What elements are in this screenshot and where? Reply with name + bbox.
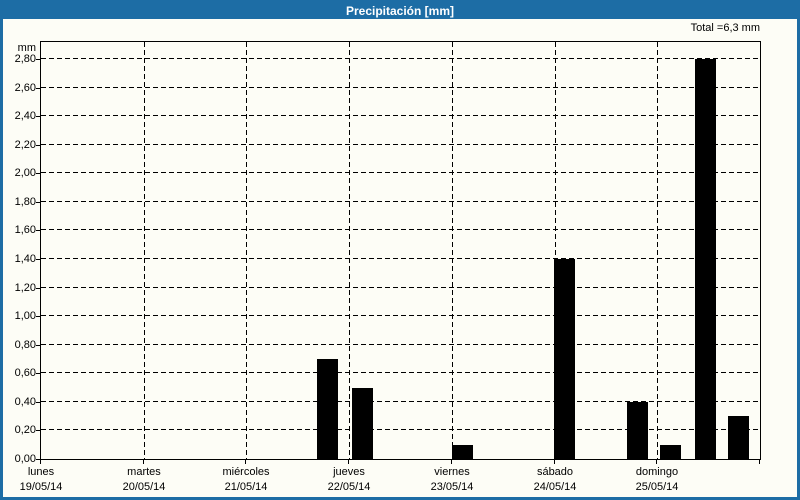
y-tick-label: 0,00 <box>14 453 36 465</box>
day-name: sábado <box>536 466 574 478</box>
day-name: jueves <box>333 466 365 478</box>
x-tick-mark <box>40 460 41 464</box>
gridline-h-0,40 <box>41 401 760 402</box>
y-tick-mark <box>36 288 40 289</box>
y-tick-mark <box>36 430 40 431</box>
y-tick-mark <box>36 145 40 146</box>
y-tick-label: 0,20 <box>14 424 36 436</box>
gridline-h-2,40 <box>41 115 760 116</box>
gridline-h-2,00 <box>41 172 760 173</box>
y-tick-mark <box>36 59 40 60</box>
y-tick-label: 0,40 <box>14 396 36 408</box>
day-date: 24/05/14 <box>533 481 577 493</box>
window-title: Precipitación [mm] <box>345 4 455 18</box>
precip-bar <box>627 402 648 459</box>
y-tick-label: 1,00 <box>14 310 36 322</box>
x-tick-mark <box>451 460 452 464</box>
x-tick-mark <box>348 460 349 464</box>
day-label-lunes: lunes 19/05/14 <box>20 465 63 495</box>
gridline-v-viernes <box>452 42 453 459</box>
gridline-h-0,80 <box>41 344 760 345</box>
gridline-h-1,40 <box>41 258 760 259</box>
y-tick-mark <box>36 230 40 231</box>
gridline-h-2,20 <box>41 144 760 145</box>
gridline-h-1,00 <box>41 315 760 316</box>
precip-bar <box>452 445 473 459</box>
window-titlebar: Precipitación [mm] <box>3 3 797 19</box>
precip-bar <box>317 359 338 459</box>
precip-bar <box>695 59 716 459</box>
y-tick-label: 1,80 <box>14 196 36 208</box>
gridline-h-1,20 <box>41 287 760 288</box>
day-label-miércoles: miércoles 21/05/14 <box>222 465 269 495</box>
day-date: 22/05/14 <box>327 481 371 493</box>
day-date: 21/05/14 <box>224 481 268 493</box>
gridline-v-miércoles <box>246 42 247 459</box>
y-tick-mark <box>36 116 40 117</box>
day-label-sábado: sábado 24/05/14 <box>534 465 577 495</box>
x-tick-mark <box>656 460 657 464</box>
y-tick-mark <box>36 402 40 403</box>
x-tick-mark <box>554 460 555 464</box>
y-tick-mark <box>36 316 40 317</box>
y-tick-mark <box>36 259 40 260</box>
gridline-h-0,20 <box>41 429 760 430</box>
y-tick-mark <box>36 202 40 203</box>
gridline-v-martes <box>144 42 145 459</box>
y-tick-label: 2,60 <box>14 82 36 94</box>
y-tick-label: 1,60 <box>14 224 36 236</box>
y-tick-label: 2,20 <box>14 139 36 151</box>
y-tick-label: 2,40 <box>14 110 36 122</box>
day-name: lunes <box>27 466 55 478</box>
day-date: 20/05/14 <box>122 481 166 493</box>
gridline-v-jueves <box>349 42 350 459</box>
y-tick-mark <box>36 373 40 374</box>
y-tick-label: 1,20 <box>14 282 36 294</box>
precip-bar <box>352 388 373 459</box>
day-date: 19/05/14 <box>19 481 63 493</box>
day-date: 25/05/14 <box>635 481 679 493</box>
y-tick-mark <box>36 345 40 346</box>
gridline-h-1,80 <box>41 201 760 202</box>
precip-bar <box>660 445 681 459</box>
day-name: martes <box>127 466 161 478</box>
gridline-h-2,80 <box>41 58 760 59</box>
y-tick-label: 2,80 <box>14 53 36 65</box>
gridline-h-1,60 <box>41 229 760 230</box>
day-label-viernes: viernes 23/05/14 <box>431 465 474 495</box>
day-date: 23/05/14 <box>430 481 474 493</box>
total-precipitation-label: Total =6,3 mm <box>690 22 760 34</box>
gridline-h-2,60 <box>41 87 760 88</box>
y-tick-mark <box>36 459 40 460</box>
y-tick-label: 0,60 <box>14 367 36 379</box>
gridline-v-domingo <box>657 42 658 459</box>
y-tick-label: 0,80 <box>14 339 36 351</box>
x-tick-mark <box>143 460 144 464</box>
chart-area: Total =6,3 mm mm 0,00 0,20 0,40 0,60 0,80 1,0… <box>3 19 797 497</box>
day-name: viernes <box>434 466 470 478</box>
day-label-martes: martes 20/05/14 <box>123 465 166 495</box>
precip-bar <box>554 259 575 459</box>
y-tick-mark <box>36 88 40 89</box>
x-tick-mark <box>245 460 246 464</box>
day-name: domingo <box>635 466 679 478</box>
y-tick-label: 1,40 <box>14 253 36 265</box>
day-label-jueves: jueves 22/05/14 <box>328 465 371 495</box>
y-axis-unit-label: mm <box>17 42 36 54</box>
precip-bar <box>728 416 749 459</box>
plot-area <box>40 41 761 460</box>
day-label-domingo: domingo 25/05/14 <box>636 465 679 495</box>
y-tick-label: 2,00 <box>14 167 36 179</box>
gridline-v-sábado <box>555 42 556 459</box>
gridline-h-0,60 <box>41 372 760 373</box>
y-tick-mark <box>36 173 40 174</box>
x-tick-mark <box>759 460 760 464</box>
day-name: miércoles <box>222 466 270 478</box>
